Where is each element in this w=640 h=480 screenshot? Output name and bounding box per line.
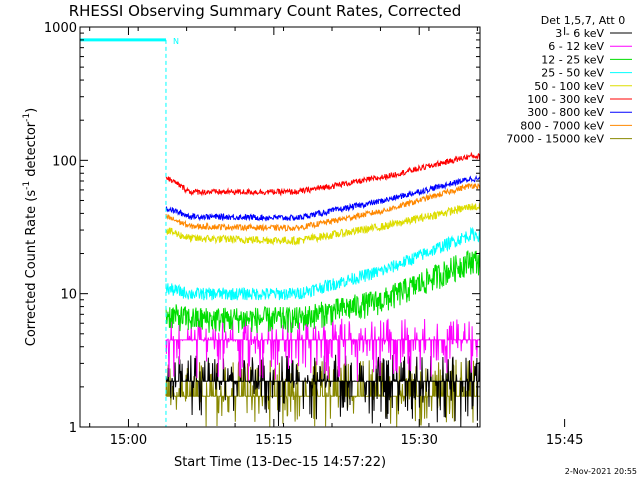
x-tick-label: 15:30 [400, 433, 437, 448]
series-3-6-kev [165, 354, 480, 427]
series-6-12-kev [165, 318, 480, 382]
series-layer [165, 151, 480, 427]
y-tick-label: 100 [52, 154, 77, 169]
y-tick-label: 10 [60, 288, 77, 303]
x-tick-label: 15:15 [255, 433, 292, 448]
legend-label: 300 - 800 keV [527, 106, 604, 119]
legend-label: 25 - 50 keV [541, 67, 604, 80]
y-axis-label-mid: detector [24, 121, 39, 181]
x-axis-label: Start Time (13-Dec-15 14:57:22) [174, 455, 386, 470]
annotation-layer: N [80, 37, 179, 427]
plot-frame [79, 26, 481, 428]
y-tick-label: 1000 [44, 21, 77, 36]
footer-timestamp: 2-Nov-2021 20:55 [565, 467, 637, 476]
legend-label: 7000 - 15000 keV [506, 133, 604, 146]
legend-label: 50 - 100 keV [534, 80, 604, 93]
x-tick-label: 15:00 [110, 433, 147, 448]
legend-label: 12 - 25 keV [541, 53, 604, 66]
axis-ticks: 15:0015:1515:3015:4516:0016:1516:3011010… [44, 21, 583, 448]
y-axis-label-sup1: -1 [22, 181, 32, 190]
series-7000-15000-kev [165, 359, 480, 427]
legend-label: 800 - 7000 keV [520, 119, 604, 132]
x-tick-label: 15:45 [546, 433, 583, 448]
y-axis-label-main: Corrected Count Rate (s [24, 190, 39, 347]
flag-marker-label: N [173, 37, 179, 46]
series-12-25-kev [165, 250, 480, 334]
series-group [165, 151, 480, 427]
legend-label: 100 - 300 keV [527, 93, 604, 106]
legend-label: 6 - 12 keV [548, 40, 604, 53]
y-axis-label: Corrected Count Rate (s-1 detector-1) [22, 108, 39, 346]
series-300-800-kev [165, 174, 480, 222]
series-100-300-kev [165, 151, 480, 197]
legend-label: 3 - 6 keV [555, 27, 604, 40]
legend-title: Det 1,5,7, Att 0 [541, 14, 625, 27]
series-50-100-kev [165, 203, 480, 246]
series-25-50-kev [165, 226, 480, 301]
series-800-7000-kev [165, 183, 480, 232]
y-tick-label: 1 [69, 421, 77, 436]
chart-title: RHESSI Observing Summary Count Rates, Co… [69, 2, 462, 20]
y-axis-label-sup2: -1 [22, 113, 32, 122]
y-axis-label-end: ) [24, 108, 39, 113]
